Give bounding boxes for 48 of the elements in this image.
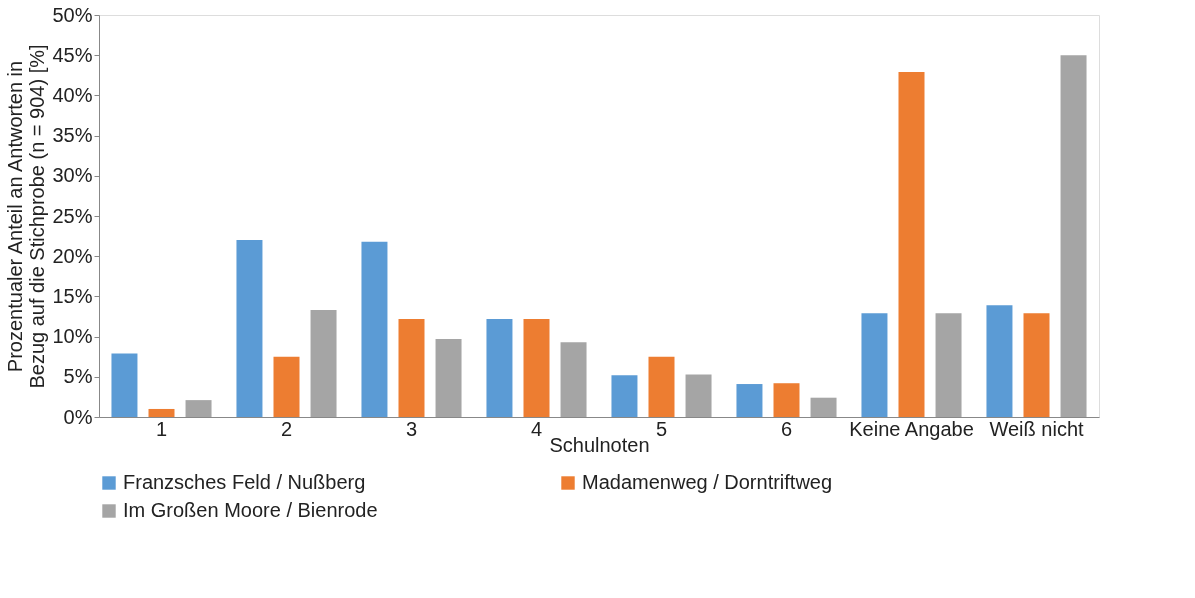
x-tick-label: 3 [405,417,418,440]
bar [1060,55,1087,417]
y-tick-label: 5% [63,365,93,388]
x-tick-label: 6 [780,417,793,440]
bar [486,318,513,417]
bar [648,356,675,417]
bar [685,374,712,417]
y-tick-label: 10% [52,325,93,348]
x-tick-label: 1 [155,417,168,440]
bar [185,400,212,417]
y-tick-label: 45% [52,43,93,66]
bar [773,383,800,417]
bar [611,375,638,417]
bar [1023,313,1050,417]
bar [236,240,263,417]
bar [560,342,587,417]
bar [435,339,462,417]
bar [111,353,138,417]
bar [810,397,837,417]
legend-label: Im Großen Moore / Bienrode [123,499,378,521]
y-axis-title: Prozentualer Anteil an Antworten in Bezug auf die Stichprobe (n = 904) [%] [4,44,49,389]
y-tick-label: 0% [63,405,93,428]
x-tick-label: Keine Angabe [849,417,974,440]
bar [736,384,763,417]
legend-label: Madamenweg / Dorntriftweg [582,471,833,493]
bar [523,318,550,417]
x-tick-label: 2 [280,417,293,440]
bar [935,313,962,417]
bar [148,408,175,417]
y-tick-label: 40% [52,83,93,106]
y-tick-label: 15% [52,284,93,307]
bar [898,72,925,417]
y-tick-label: 30% [52,164,93,187]
x-tick-label: 5 [655,417,668,440]
bar [861,313,888,417]
y-tick-label: 50% [52,3,93,26]
x-tick-label: 4 [530,417,543,440]
bar [273,356,300,417]
bar [986,305,1013,417]
y-tick-label: 25% [52,204,93,227]
y-tick-label: 35% [52,124,93,147]
bar [310,310,337,417]
x-axis-title: Schulnoten [549,433,650,456]
x-tick-label: Weiß nicht [989,417,1084,440]
y-tick-label: 20% [52,244,93,267]
bar [361,241,388,417]
bar [398,318,425,417]
legend-label: Franzsches Feld / Nußberg [123,471,366,493]
